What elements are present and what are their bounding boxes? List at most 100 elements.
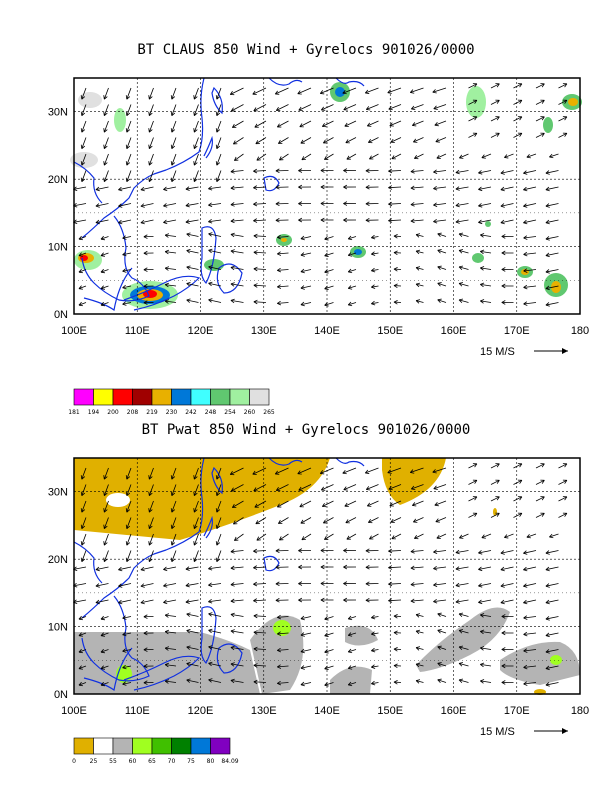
wind-vector-head	[78, 285, 83, 290]
wind-vector-head	[277, 234, 282, 240]
wind-vector-head	[545, 203, 550, 208]
wind-vector	[324, 302, 334, 306]
wind-vector-head	[390, 138, 395, 143]
wind-vector-head	[208, 582, 213, 588]
coastline	[211, 466, 223, 495]
wind-vector-head	[393, 267, 398, 272]
wind-vector-head	[433, 105, 438, 110]
wind-vector	[300, 665, 312, 669]
wind-vector	[208, 186, 222, 190]
wind-vector-head	[371, 300, 376, 306]
wind-vector	[103, 533, 109, 546]
wind-vector-head	[500, 186, 505, 192]
wind-vector-head	[229, 91, 235, 96]
wind-vector	[433, 583, 447, 586]
wind-vector	[500, 219, 514, 224]
wind-vector-head	[478, 170, 483, 175]
wind-vector-head	[343, 201, 348, 206]
wind-vector	[523, 649, 537, 652]
wind-vector-head	[78, 665, 83, 670]
wind-vector	[165, 251, 177, 254]
wind-vector-head	[366, 122, 372, 127]
wind-vector	[81, 104, 87, 116]
wind-vector-head	[545, 302, 550, 307]
wind-vector-head	[545, 285, 550, 291]
y-tick-label: 20N	[48, 554, 68, 566]
wind-vector	[300, 517, 312, 524]
wind-vector	[231, 484, 244, 492]
wind-vector-head	[371, 631, 376, 636]
wind-vector	[277, 302, 289, 304]
wind-vector-head	[208, 248, 213, 254]
wind-vector	[435, 137, 447, 143]
wind-vector-head	[500, 566, 505, 572]
wind-vector	[513, 496, 523, 502]
wind-vector-head	[148, 128, 153, 133]
wind-vector-head	[480, 266, 485, 271]
wind-vector	[535, 512, 545, 518]
wind-vector-head	[433, 582, 438, 587]
wind-vector-head	[393, 300, 398, 305]
wind-vector	[300, 649, 312, 653]
wind-vector	[500, 550, 514, 554]
wind-vector-head	[170, 144, 176, 150]
wind-vector-head	[164, 646, 170, 651]
wind-vector-head	[478, 203, 483, 208]
wind-vector	[216, 467, 222, 480]
wind-vector	[100, 665, 109, 670]
wind-vector	[371, 632, 379, 635]
wind-vector-head	[163, 566, 168, 572]
coastline	[81, 215, 150, 302]
wind-vector	[437, 233, 447, 237]
legend-label: 0	[72, 758, 76, 765]
wind-vector-head	[122, 681, 127, 686]
x-tick-label: 150E	[377, 705, 403, 717]
wind-vector	[545, 583, 559, 587]
wind-vector	[437, 629, 447, 634]
wind-vector-head	[433, 169, 438, 174]
wind-vector-head	[324, 236, 329, 241]
wind-vector	[165, 234, 177, 237]
wind-vector	[468, 83, 478, 89]
wind-vector	[279, 153, 289, 161]
wind-vector-head	[414, 155, 419, 160]
wind-vector-head	[215, 541, 221, 546]
wind-vector	[81, 517, 87, 529]
wind-vector	[230, 266, 244, 270]
wind-vector	[252, 87, 267, 95]
wind-vector	[468, 463, 478, 469]
legend-label: 230	[166, 409, 178, 416]
wind-vector-head	[278, 519, 283, 524]
wind-vector	[148, 484, 154, 496]
wind-vector	[437, 266, 447, 270]
x-tick-label: 130E	[251, 325, 277, 337]
wind-vector-head	[230, 107, 236, 112]
y-tick-label: 30N	[48, 107, 68, 119]
wind-vector-head	[523, 235, 528, 240]
coastline	[268, 77, 303, 86]
wind-vector	[148, 87, 154, 100]
wind-vector	[545, 682, 559, 686]
wind-vector-head	[298, 597, 303, 603]
wind-vector	[468, 132, 478, 138]
wind-vector-head	[215, 144, 221, 150]
wind-vector-head	[478, 186, 483, 192]
wind-vector-head	[208, 232, 213, 237]
wind-vector	[165, 614, 177, 617]
wind-vector-head	[193, 177, 198, 183]
wind-vector	[390, 517, 402, 523]
wind-vector	[478, 203, 492, 207]
wind-vector	[390, 137, 402, 143]
wind-vector-head	[371, 614, 376, 620]
wind-vector-head	[365, 217, 370, 223]
wind-vector-head	[562, 132, 568, 137]
wind-vector	[436, 533, 447, 539]
wind-vector-head	[78, 681, 83, 687]
wind-vector	[389, 500, 402, 507]
wind-vector	[513, 83, 523, 89]
legend-swatch	[93, 737, 114, 755]
wind-vector	[230, 250, 244, 254]
wind-vector	[208, 583, 222, 586]
wind-vector-head	[347, 615, 353, 621]
wind-vector-head	[118, 186, 123, 192]
